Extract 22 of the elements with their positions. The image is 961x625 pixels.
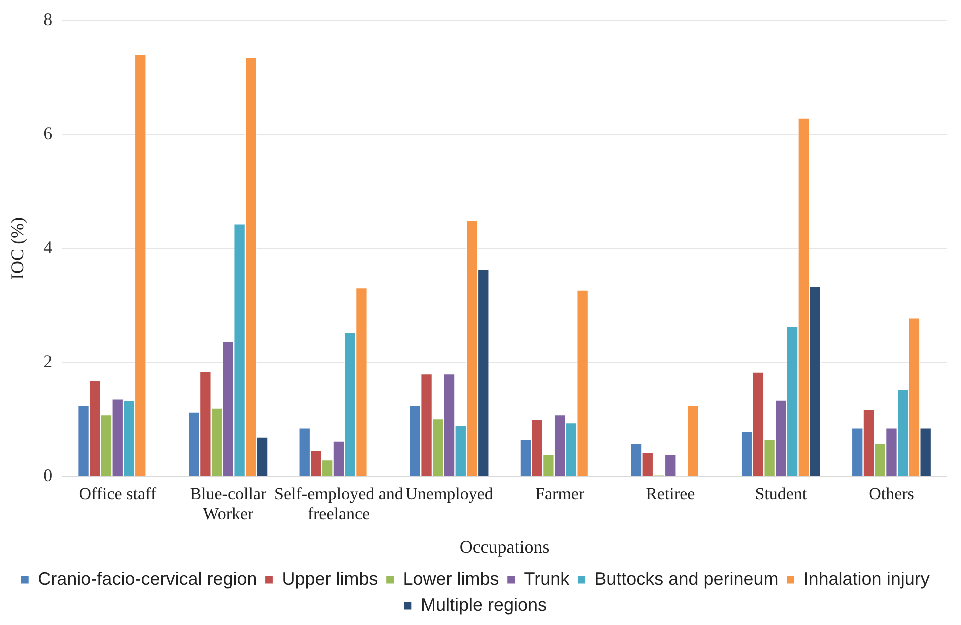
- x-tick-label: Retiree: [646, 484, 696, 504]
- y-tick-label: 2: [44, 351, 53, 372]
- legend-label: Buttocks and perineum: [594, 568, 779, 589]
- x-tick-label: Others: [869, 484, 914, 504]
- legend-label: Multiple regions: [420, 594, 548, 615]
- legend-label: Lower limbs: [403, 568, 500, 589]
- legend-label: Cranio-facio-cervical region: [38, 568, 258, 589]
- x-tick-label: Office staff: [79, 484, 157, 504]
- x-axis-title: Occupations: [460, 536, 550, 557]
- legend-label: Upper limbs: [282, 568, 378, 589]
- legend-label: Trunk: [524, 568, 571, 589]
- x-tick-label: Unemployed: [406, 484, 494, 504]
- x-tick-label: Blue-collar Worker: [190, 484, 267, 524]
- y-tick-label: 8: [44, 10, 53, 30]
- y-tick-label: 0: [44, 465, 53, 486]
- x-tick-label: Farmer: [536, 484, 585, 504]
- y-axis-title: IOC (%): [8, 217, 28, 280]
- legend-label: Inhalation injury: [804, 568, 930, 589]
- x-tick-label: Self-employed and freelance: [274, 484, 404, 524]
- y-tick-label: 4: [44, 237, 53, 258]
- x-tick-label: Student: [755, 484, 808, 504]
- y-tick-label: 6: [44, 123, 53, 144]
